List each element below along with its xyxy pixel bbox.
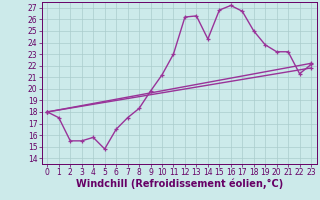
X-axis label: Windchill (Refroidissement éolien,°C): Windchill (Refroidissement éolien,°C) bbox=[76, 179, 283, 189]
